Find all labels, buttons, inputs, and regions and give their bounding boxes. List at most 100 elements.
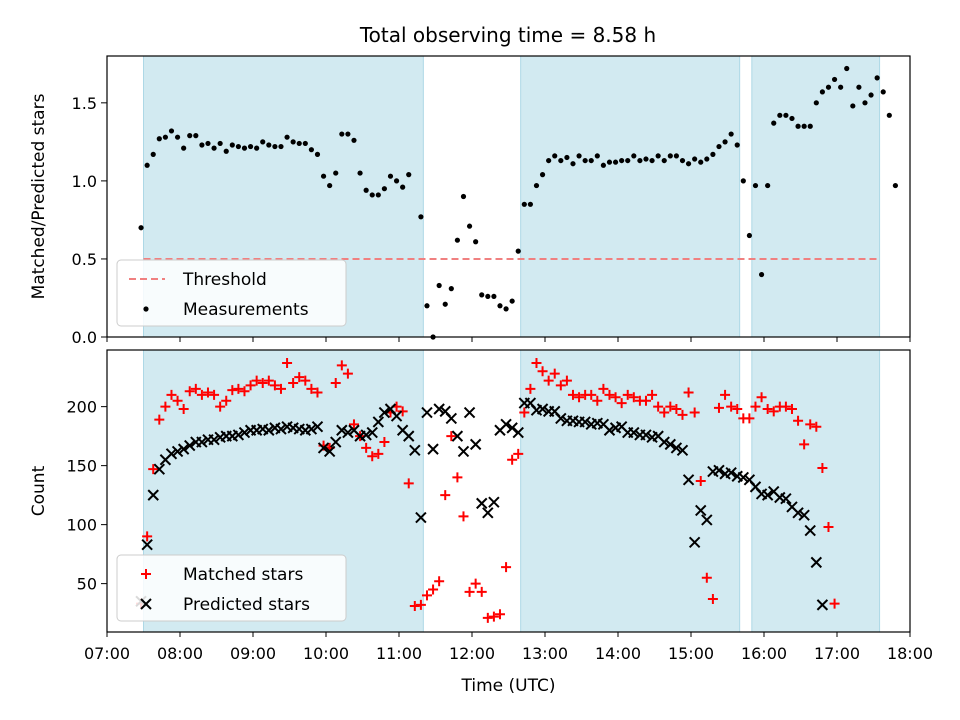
measurement-point: [546, 157, 552, 164]
matched-star-point: [488, 611, 499, 622]
measurement-point: [740, 178, 746, 184]
predicted-star-point: [810, 556, 823, 569]
predicted-star-point: [415, 511, 427, 524]
predicted-star-point: [275, 423, 287, 435]
measurement-point: [631, 153, 637, 159]
matched-star-point: [300, 375, 311, 386]
matched-star-point: [452, 472, 463, 483]
legend: Threshold Measurements: [116, 259, 347, 327]
predicted-star-point: [263, 424, 275, 436]
measurement-point: [479, 292, 485, 298]
matched-star-point: [665, 401, 676, 412]
measurement-point: [844, 65, 850, 72]
matched-star-point: [251, 375, 262, 386]
measurement-point: [205, 140, 211, 147]
measurement-point: [600, 162, 607, 168]
measurement-point: [266, 142, 272, 148]
matched-star-point: [196, 389, 207, 400]
measurement-point: [223, 148, 229, 154]
y-tick-label: 0.5: [72, 250, 97, 269]
measurement-point: [521, 201, 527, 207]
measurement-point: [314, 151, 321, 157]
matched-star-point: [507, 454, 518, 465]
predicted-star-point: [804, 524, 816, 537]
predicted-star-point: [336, 424, 348, 436]
matched-star-point: [330, 378, 341, 389]
matched-star-point: [428, 584, 439, 595]
predicted-star-point: [305, 423, 318, 435]
axes-frame: [106, 55, 911, 338]
measurement-point: [393, 178, 400, 184]
predicted-star-point: [792, 507, 804, 519]
predicted-star-point: [555, 412, 567, 425]
matched-star-point: [263, 375, 274, 386]
matched-star-point: [373, 448, 384, 459]
matched-star-point: [647, 389, 658, 400]
measurement-point: [880, 89, 886, 95]
measurement-point: [856, 84, 862, 90]
measurement-point: [497, 303, 503, 309]
measurement-point: [807, 123, 813, 129]
predicted-star-point: [342, 426, 354, 439]
matched-star-point: [574, 392, 585, 403]
y-tick-label: 150: [66, 457, 97, 476]
matched-star-point: [671, 403, 682, 414]
measurement-point: [679, 157, 686, 164]
measurement-point: [619, 157, 625, 164]
matched-star-point: [434, 576, 445, 587]
predicted-star-point: [147, 489, 159, 501]
measurement-point: [795, 123, 801, 129]
matched-star-point: [172, 395, 183, 406]
measurement-point: [509, 298, 515, 304]
matched-star-point: [805, 419, 816, 430]
observing-interval-2: [751, 55, 881, 338]
predicted-star-point: [579, 416, 591, 428]
matched-star-point: [440, 490, 451, 501]
matched-star-point: [817, 462, 828, 473]
predicted-star-point: [184, 439, 196, 452]
matched-star-point: [720, 389, 731, 400]
matched-star-point: [312, 387, 323, 398]
measurement-point: [698, 159, 704, 165]
matched-star-point: [470, 578, 481, 589]
predicted-star-point: [670, 442, 683, 454]
predicted-star-point: [366, 426, 378, 439]
matched-star-point: [275, 383, 286, 394]
measurement-point: [515, 248, 521, 254]
measurement-point: [625, 157, 631, 164]
x-tick-label: 09:00: [230, 644, 276, 663]
predicted-star-point: [238, 426, 251, 439]
matched-star-point: [361, 442, 372, 453]
measurement-point: [868, 92, 874, 98]
predicted-star-point: [153, 463, 166, 475]
measurement-point: [716, 143, 722, 150]
legend-label: Predicted stars: [183, 595, 310, 615]
measurement-point: [643, 156, 649, 162]
measurement-point: [862, 100, 868, 106]
measurement-point: [801, 123, 807, 129]
matched-star-point: [689, 407, 700, 418]
measurement-point: [454, 237, 460, 243]
predicted-star-point: [323, 445, 336, 458]
predicted-star-point: [317, 442, 330, 454]
measurement-point: [831, 76, 838, 83]
measurement-point: [491, 293, 497, 300]
matched-star-point: [501, 562, 512, 573]
predicted-star-point: [676, 444, 689, 457]
predicted-star-point: [737, 471, 750, 484]
measurement-point: [339, 131, 345, 137]
matched-star-point: [653, 401, 664, 412]
matched-star-point: [768, 406, 779, 417]
predicted-star-point: [816, 599, 829, 611]
matched-star-point: [567, 389, 578, 400]
predicted-star-point: [196, 436, 208, 448]
matched-star-point: [701, 572, 712, 583]
matched-star-point: [537, 366, 548, 377]
predicted-star-point: [628, 426, 640, 439]
predicted-star-point: [780, 492, 792, 505]
matched-star-point: [482, 612, 493, 623]
matched-star-point: [610, 392, 621, 403]
measurement-point: [661, 157, 667, 164]
measurement-point: [150, 151, 156, 157]
